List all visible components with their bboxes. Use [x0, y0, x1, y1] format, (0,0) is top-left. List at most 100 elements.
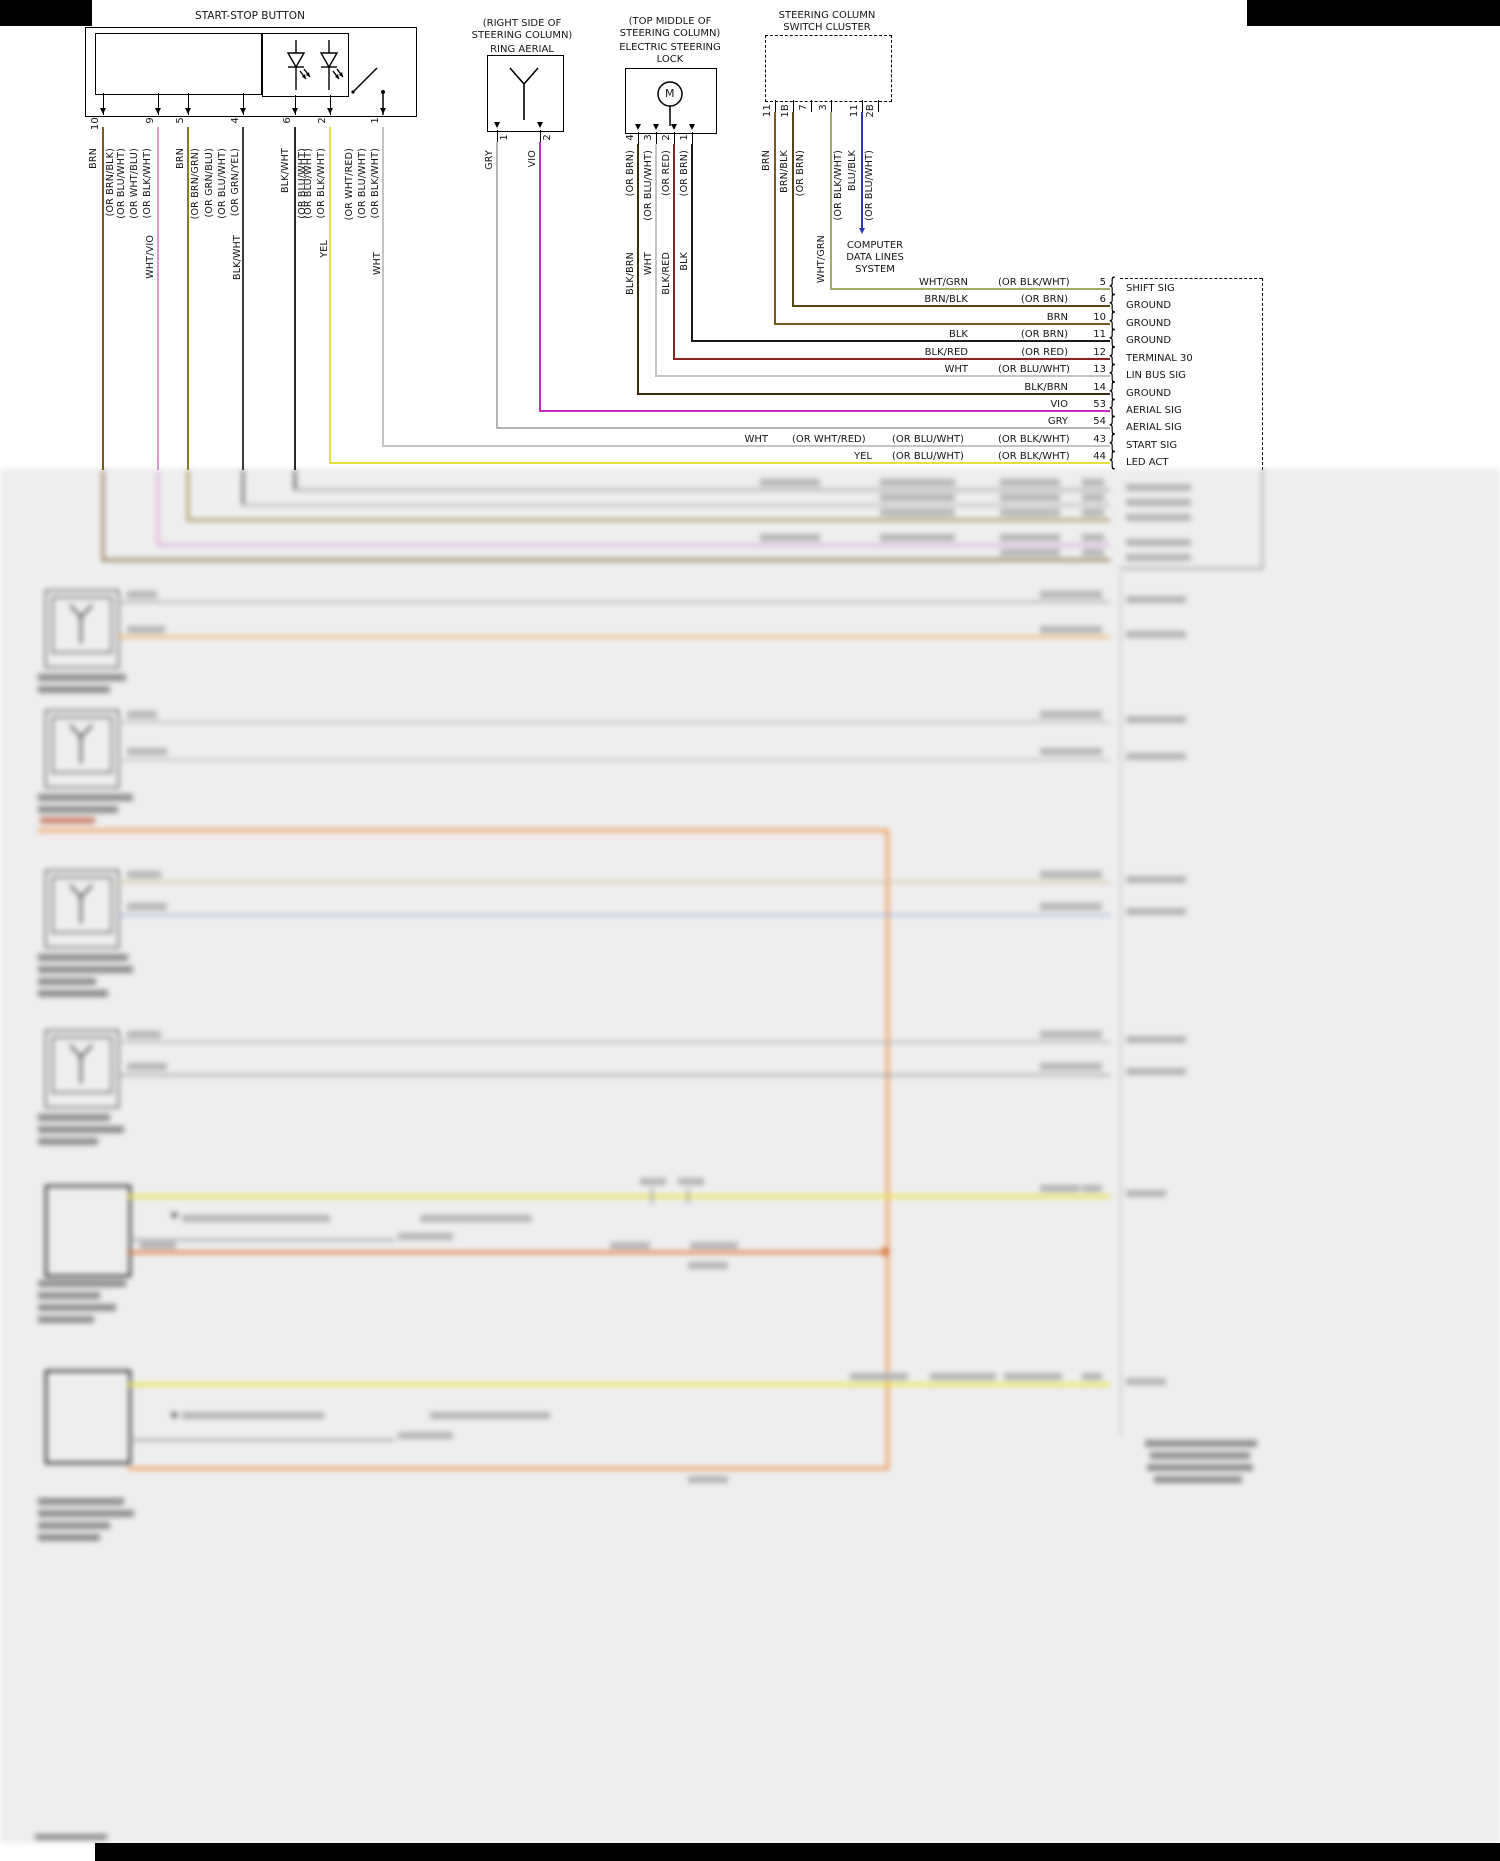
wire-segment	[127, 1467, 886, 1470]
blurred-text	[1082, 494, 1104, 501]
pin-arrow-icon	[634, 124, 641, 130]
blurred-text	[1000, 534, 1060, 541]
pin-number: 2	[317, 117, 328, 124]
connector-brace: {	[1108, 448, 1117, 473]
blurred-label	[38, 686, 110, 693]
switch-cluster-title: STEERING COLUMN	[778, 10, 876, 21]
computer-data-lines-label: COMPUTER	[846, 240, 904, 251]
component-box	[45, 590, 119, 668]
wire-segment	[127, 1239, 395, 1241]
scan-edge	[95, 1843, 1500, 1861]
pin-stub	[637, 132, 639, 144]
wire-label: (OR WHT/BLU)	[129, 148, 140, 219]
component-box	[45, 1030, 119, 1108]
wire-label: (OR BLK/WHT)	[370, 148, 381, 219]
wire-label: (OR BLK/WHT)	[833, 150, 844, 221]
pin-number: 3	[818, 104, 829, 111]
blurred-text	[1082, 549, 1104, 556]
component-box	[45, 710, 119, 788]
pin-number: 7	[798, 104, 809, 111]
blurred-text	[398, 1233, 453, 1240]
row-signal: START SIG	[1126, 440, 1178, 451]
row-signal: SHIFT SIG	[1126, 283, 1175, 294]
pin-number: 4	[625, 134, 636, 141]
pin-number: 1	[370, 117, 381, 124]
pin-stub	[157, 93, 159, 115]
ring-aerial-location: (RIGHT SIDE OF	[482, 18, 562, 29]
wire-label: BRN/BLK	[779, 150, 790, 193]
connector-brace: {	[1108, 274, 1117, 299]
blurred-text	[1000, 509, 1060, 516]
blurred-text	[1126, 753, 1186, 760]
pin-arrow-icon	[239, 108, 246, 114]
blurred-text	[1082, 1031, 1102, 1038]
arrow-icon	[172, 1411, 179, 1419]
start-stop-box	[85, 27, 417, 117]
row-pin: 5	[1099, 277, 1106, 288]
component-box	[45, 870, 119, 948]
row-signal: GROUND	[1126, 318, 1172, 329]
pin-number: 9	[145, 117, 156, 124]
blurred-text	[1126, 876, 1186, 883]
wire-label: (OR BRN/GRN)	[190, 148, 201, 220]
pin-arrow-icon	[670, 124, 677, 130]
pin-number: 2	[542, 134, 553, 141]
connector-brace: {	[1108, 431, 1117, 456]
blurred-text	[610, 1242, 650, 1249]
component-box	[45, 1185, 131, 1277]
blurred-text	[760, 479, 820, 486]
wire-wht	[382, 127, 384, 447]
blur-background	[0, 468, 1500, 1843]
blurred-label	[38, 1304, 116, 1311]
blurred-text	[420, 1215, 532, 1222]
wire-segment	[117, 1074, 1110, 1076]
pin-arrow-icon	[99, 108, 106, 114]
wire-label: BLK/BRN	[625, 252, 636, 295]
wire-segment	[127, 1195, 1110, 1198]
blurred-text	[1126, 554, 1191, 561]
motor-icon	[657, 81, 683, 126]
blurred-label	[1145, 1440, 1257, 1447]
wire-segment	[187, 519, 1110, 521]
blurred-text	[1126, 716, 1186, 723]
blurred-label	[38, 1510, 134, 1517]
wire-label: WHT	[643, 252, 654, 275]
wire-segment	[127, 1383, 1110, 1386]
row-pin: 10	[1093, 312, 1106, 323]
row-signal: LIN BUS SIG	[1126, 370, 1186, 381]
pin-arrow-icon	[326, 108, 333, 114]
row-wire: YEL	[854, 451, 872, 462]
blurred-text	[1082, 534, 1104, 541]
blurred-text	[1040, 711, 1085, 718]
wire-label: BRN	[175, 148, 186, 169]
blurred-text	[1082, 479, 1104, 486]
connector-brace: {	[1108, 413, 1117, 438]
blurred-label	[38, 954, 128, 961]
data-lines-arrow-icon	[858, 228, 865, 234]
ring-aerial-location: STEERING COLUMN)	[471, 30, 573, 41]
pin-arrow-icon	[291, 108, 298, 114]
wire-blk-wht	[242, 127, 244, 470]
wire-label: BLK/WHT	[280, 148, 291, 193]
row-signal: GROUND	[1126, 388, 1172, 399]
pin-stub	[691, 132, 693, 144]
wire-yel	[329, 127, 331, 464]
blurred-text	[1004, 1373, 1062, 1380]
wire-segment	[187, 470, 189, 521]
track-line	[1120, 575, 1121, 1435]
wire-label: (OR BLU/WHT)	[643, 150, 654, 221]
wire-label: (OR WHT/RED)	[344, 148, 355, 221]
blurred-text	[1082, 748, 1102, 755]
wire-segment	[102, 559, 1110, 561]
antenna-icon	[69, 1044, 93, 1083]
wire-gry	[496, 427, 1110, 429]
steering-lock-location: STEERING COLUMN)	[619, 28, 721, 39]
blurred-text	[182, 1215, 330, 1222]
blurred-label	[38, 794, 133, 801]
switch-cluster-box	[765, 35, 892, 102]
wire-wht-grn	[830, 288, 1110, 290]
wire-blk	[691, 340, 1110, 342]
blurred-text	[880, 479, 955, 486]
blurred-text	[1082, 711, 1102, 718]
wire-wht	[382, 445, 1110, 447]
